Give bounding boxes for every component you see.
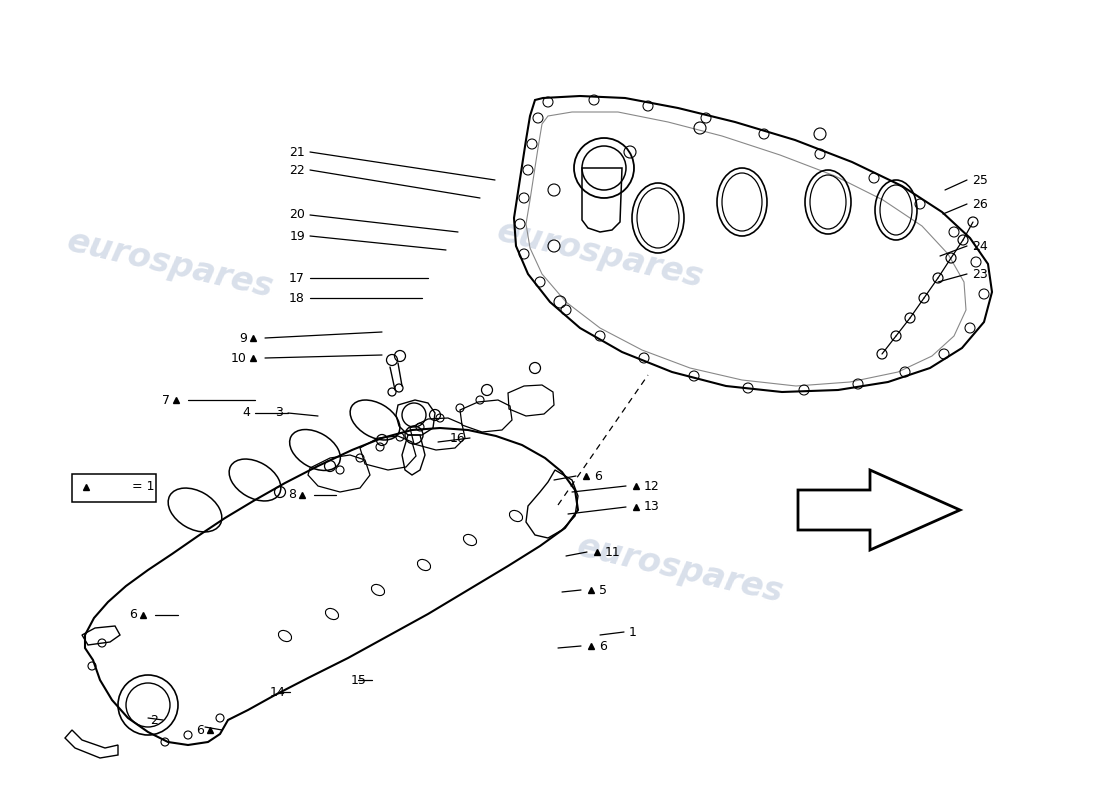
Text: 19: 19 (289, 230, 305, 242)
Text: 14: 14 (270, 686, 285, 698)
Text: 6: 6 (196, 723, 204, 737)
Text: 15: 15 (351, 674, 367, 686)
Text: 2: 2 (150, 714, 158, 726)
Text: 12: 12 (644, 479, 660, 493)
Text: 11: 11 (605, 546, 620, 558)
Text: 4: 4 (242, 406, 250, 419)
Text: 9: 9 (239, 331, 248, 345)
Text: 6: 6 (594, 470, 602, 482)
Text: 16: 16 (449, 431, 465, 445)
Text: 8: 8 (288, 489, 296, 502)
Text: 23: 23 (972, 267, 988, 281)
Bar (72, 474, 156, 502)
Text: eurospares: eurospares (573, 530, 786, 610)
Text: 24: 24 (972, 239, 988, 253)
Text: 6: 6 (600, 639, 607, 653)
Text: 22: 22 (289, 163, 305, 177)
Text: eurospares: eurospares (494, 215, 706, 295)
Text: 17: 17 (289, 271, 305, 285)
Text: 21: 21 (289, 146, 305, 158)
Text: 6: 6 (129, 609, 138, 622)
Text: 26: 26 (972, 198, 988, 210)
Text: eurospares: eurospares (64, 225, 276, 305)
Text: 25: 25 (972, 174, 988, 186)
Text: = 1: = 1 (132, 481, 154, 494)
Text: 7: 7 (162, 394, 170, 406)
Text: 18: 18 (289, 291, 305, 305)
Text: 20: 20 (289, 209, 305, 222)
Text: 1: 1 (629, 626, 637, 638)
Text: 13: 13 (644, 501, 660, 514)
Text: 3: 3 (275, 406, 283, 419)
Text: 5: 5 (600, 583, 607, 597)
Text: 10: 10 (231, 351, 248, 365)
